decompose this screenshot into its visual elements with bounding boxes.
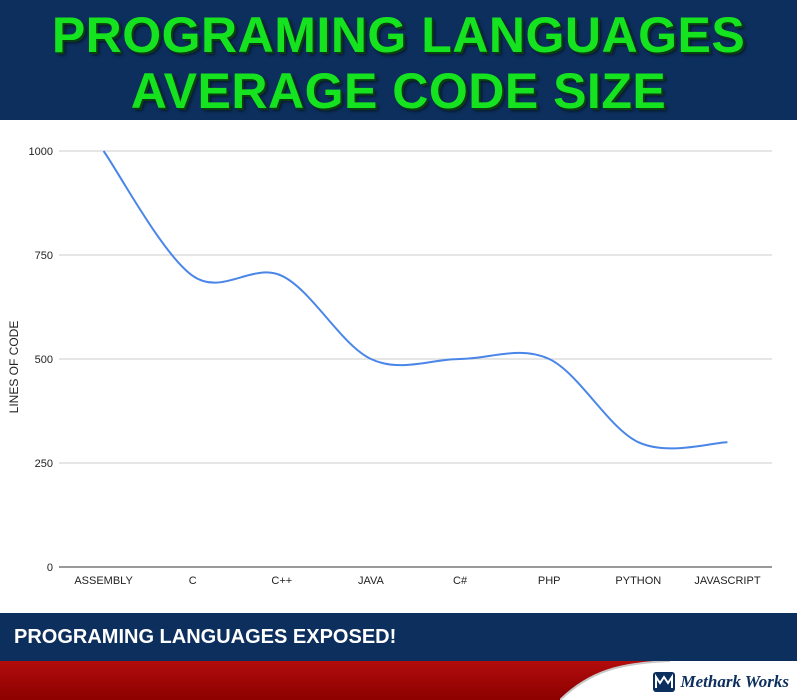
brand-swoosh xyxy=(560,661,797,700)
x-tick-label: C# xyxy=(453,575,468,587)
mw-logo-icon xyxy=(652,672,675,692)
y-tick-label: 250 xyxy=(35,458,53,470)
x-tick-label: C xyxy=(189,575,197,587)
x-tick-label: C++ xyxy=(271,575,292,587)
title-line-2: AVERAGE CODE SIZE xyxy=(130,63,667,119)
x-tick-label: ASSEMBLY xyxy=(74,575,133,587)
x-tick-label: JAVA xyxy=(358,575,385,587)
x-tick-label: PHP xyxy=(538,575,561,587)
chart-area: 0 250 500 750 1000 ASSEMBLY C C++ JAVA C# PHP PYTH… xyxy=(0,120,797,613)
caption-band: PROGRAMING LANGUAGES EXPOSED! xyxy=(0,613,797,661)
title-line-1: PROGRAMING LANGUAGES xyxy=(51,7,746,63)
y-tick-label: 750 xyxy=(35,250,53,262)
x-tick-label: PYTHON xyxy=(615,575,661,587)
y-tick-label: 1000 xyxy=(29,146,53,158)
line-chart: 0 250 500 750 1000 ASSEMBLY C C++ JAVA C# PHP PYTH… xyxy=(7,146,772,587)
caption-text: PROGRAMING LANGUAGES EXPOSED! xyxy=(14,626,397,648)
y-tick-labels: 0 250 500 750 1000 xyxy=(29,146,53,574)
series-line xyxy=(102,150,728,450)
y-tick-label: 500 xyxy=(35,354,53,366)
brand-logo: Methark Works xyxy=(652,668,789,696)
series-layer xyxy=(102,150,728,450)
y-axis-label: LINES OF CODE xyxy=(7,321,21,414)
x-tick-label: JAVASCRIPT xyxy=(694,575,760,587)
title-banner: PROGRAMING LANGUAGES AVERAGE CODE SIZE xyxy=(0,0,797,120)
grid-layer xyxy=(59,150,772,568)
brand-name: Methark Works xyxy=(680,672,789,691)
y-tick-label: 0 xyxy=(47,562,53,574)
x-tick-labels: ASSEMBLY C C++ JAVA C# PHP PYTHON JAVASCRIPT xyxy=(74,575,761,587)
